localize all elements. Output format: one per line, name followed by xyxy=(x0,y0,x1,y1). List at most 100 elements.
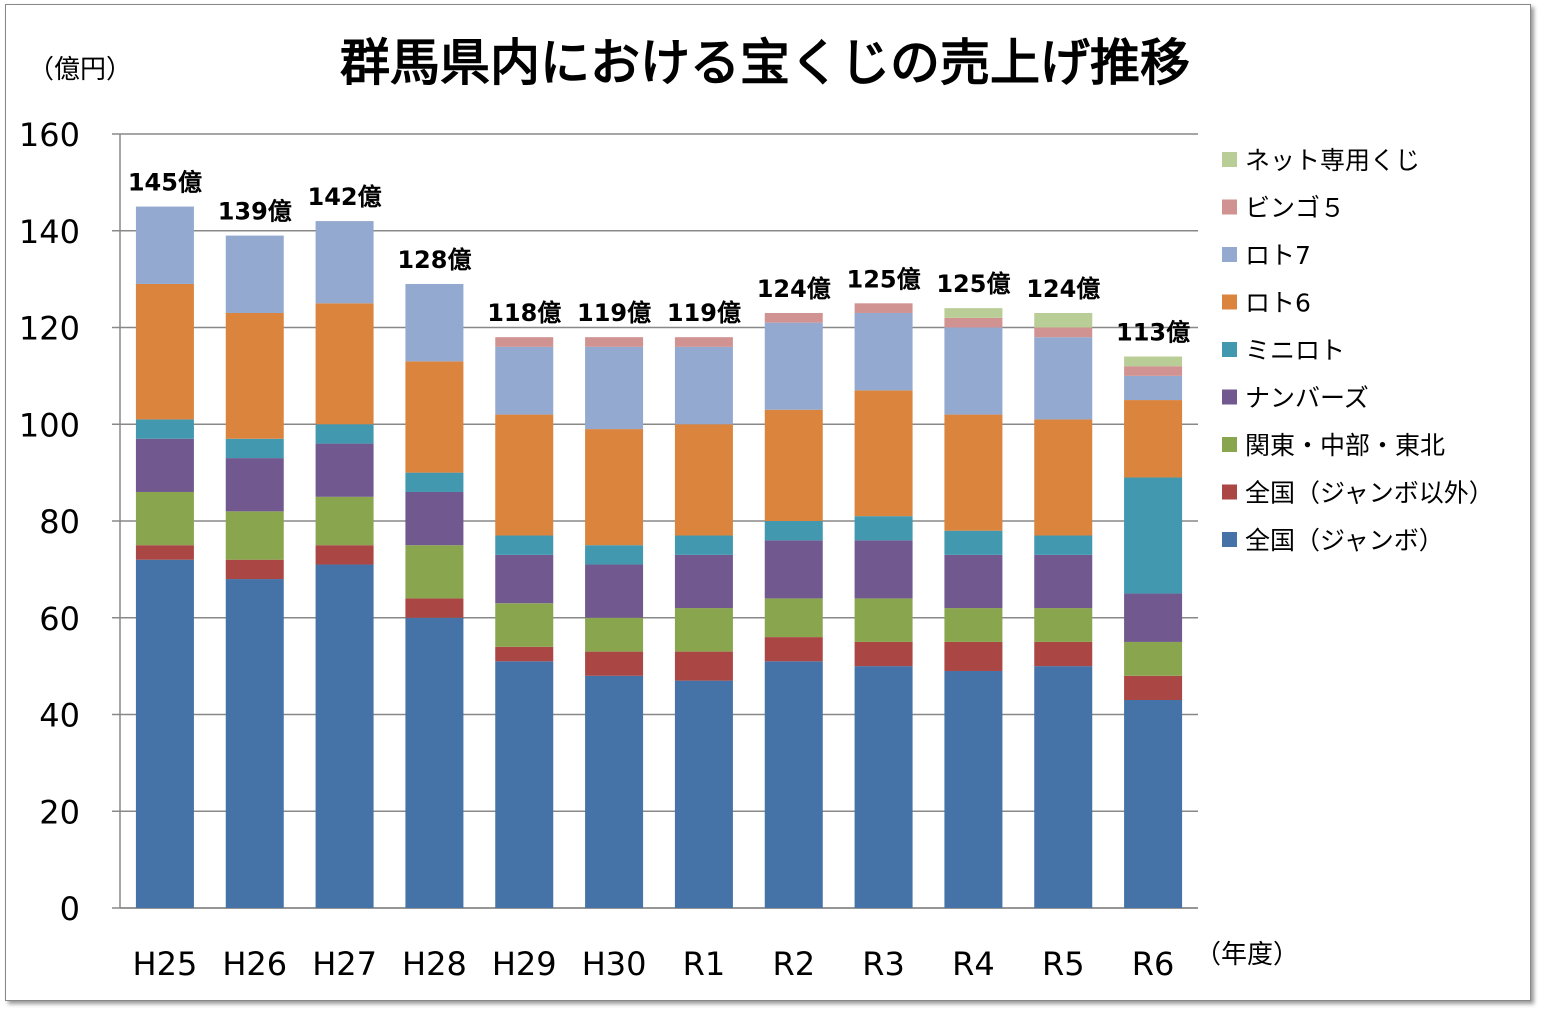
x-tick-label: R4 xyxy=(952,945,995,983)
legend-label: ロト7 xyxy=(1245,241,1311,270)
x-tick-label: R1 xyxy=(683,945,726,983)
bar-segment xyxy=(315,221,374,304)
legend-label: ナンバーズ xyxy=(1245,384,1369,413)
x-tick-label: R5 xyxy=(1042,945,1085,983)
y-tick-label: 160 xyxy=(19,116,80,154)
bar-segment xyxy=(674,346,733,425)
bar-segment xyxy=(944,308,1003,318)
bar-segment xyxy=(944,670,1003,908)
bar-segment xyxy=(764,598,823,638)
bar-segment xyxy=(854,598,913,642)
bar-segment xyxy=(1124,593,1183,642)
bar-segment xyxy=(944,317,1003,328)
bar-segment xyxy=(854,303,913,313)
bar-segment xyxy=(135,545,194,560)
x-tick-label: R6 xyxy=(1132,945,1175,983)
bar-segment xyxy=(674,680,733,908)
bar-segment xyxy=(1034,608,1093,642)
legend-label: ビンゴ５ xyxy=(1245,194,1345,223)
bar-segment xyxy=(674,535,733,555)
legend-label: 全国（ジャンボ） xyxy=(1245,526,1444,555)
bar-segment xyxy=(585,545,644,565)
bar-segment xyxy=(405,545,464,599)
bar-segment xyxy=(405,283,464,362)
bar-segment xyxy=(585,675,644,908)
bar-segment xyxy=(495,661,554,908)
y-tick-label: 120 xyxy=(19,310,80,348)
bar-segment xyxy=(135,283,194,420)
y-tick-label: 60 xyxy=(39,600,80,638)
bar-segment xyxy=(405,361,464,473)
legend-label: ロト6 xyxy=(1245,289,1311,318)
bar-segment xyxy=(1124,699,1183,908)
y-tick-label: 20 xyxy=(39,793,80,831)
bar-segment xyxy=(1034,641,1093,667)
total-label: 124億 xyxy=(1026,275,1100,303)
bar-segment xyxy=(764,521,823,541)
bar-segment xyxy=(854,516,913,541)
bar-segment xyxy=(315,443,374,497)
chart-title: 群馬県内における宝くじの売上げ推移 xyxy=(340,34,1190,92)
legend-label: 全国（ジャンボ以外） xyxy=(1245,479,1494,508)
bar-segment xyxy=(1124,375,1183,401)
x-tick-label: H30 xyxy=(582,945,647,983)
bar-segment xyxy=(135,559,194,908)
legend-label: 関東・中部・東北 xyxy=(1245,431,1445,460)
bar-segment xyxy=(1034,554,1093,609)
bar-segment xyxy=(135,206,194,284)
total-label: 118億 xyxy=(487,299,561,327)
bar-segment xyxy=(764,312,823,323)
bar-segment xyxy=(1034,535,1093,555)
bar-segment xyxy=(585,617,644,652)
bar-segment xyxy=(764,540,823,599)
bar-segment xyxy=(764,661,823,908)
y-tick-label: 140 xyxy=(19,213,80,251)
bar-segment xyxy=(225,511,284,560)
bar-segment xyxy=(854,312,913,391)
x-axis-unit: （年度） xyxy=(1195,940,1299,970)
x-tick-label: R2 xyxy=(772,945,815,983)
y-tick-label: 80 xyxy=(39,503,80,541)
bar-segment xyxy=(315,545,374,565)
x-tick-label: R3 xyxy=(862,945,905,983)
total-label: 124億 xyxy=(757,275,831,303)
legend-swatch xyxy=(1222,389,1237,405)
bar-segment xyxy=(854,641,913,667)
bar-segment xyxy=(1034,327,1093,338)
legend-swatch xyxy=(1222,437,1237,452)
bar-segment xyxy=(1034,337,1093,420)
bar-segment xyxy=(1124,400,1183,478)
legend-swatch xyxy=(1222,152,1237,167)
bar-segment xyxy=(1124,641,1183,676)
total-label: 113億 xyxy=(1116,319,1190,347)
bar-segment xyxy=(1124,477,1183,594)
bar-segment xyxy=(495,603,554,647)
bar-segment xyxy=(495,346,554,415)
x-tick-label: H25 xyxy=(133,945,198,983)
x-tick-label: H28 xyxy=(402,945,467,983)
legend-swatch xyxy=(1222,294,1237,310)
bar-segment xyxy=(225,559,284,580)
bar-segment xyxy=(674,337,733,347)
bar-segment xyxy=(135,438,194,492)
bar-segment xyxy=(1124,366,1183,376)
bar-segment xyxy=(674,554,733,609)
bar-segment xyxy=(225,235,284,313)
legend-swatch xyxy=(1222,342,1237,357)
bar-segment xyxy=(944,641,1003,671)
bar-segment xyxy=(135,491,194,546)
bar-segment xyxy=(315,424,374,444)
bar-segment xyxy=(944,414,1003,531)
y-tick-label: 0 xyxy=(60,890,80,928)
x-tick-label: H26 xyxy=(222,945,287,983)
bar-segment xyxy=(405,617,464,908)
bar-segment xyxy=(674,608,733,652)
x-tick-label: H27 xyxy=(312,945,377,983)
legend-label: ミニロト xyxy=(1245,336,1345,365)
bar-segment xyxy=(315,303,374,425)
bar-segment xyxy=(764,322,823,410)
bar-segment xyxy=(674,651,733,681)
bar-segment xyxy=(495,414,554,536)
total-label: 125億 xyxy=(847,265,921,293)
